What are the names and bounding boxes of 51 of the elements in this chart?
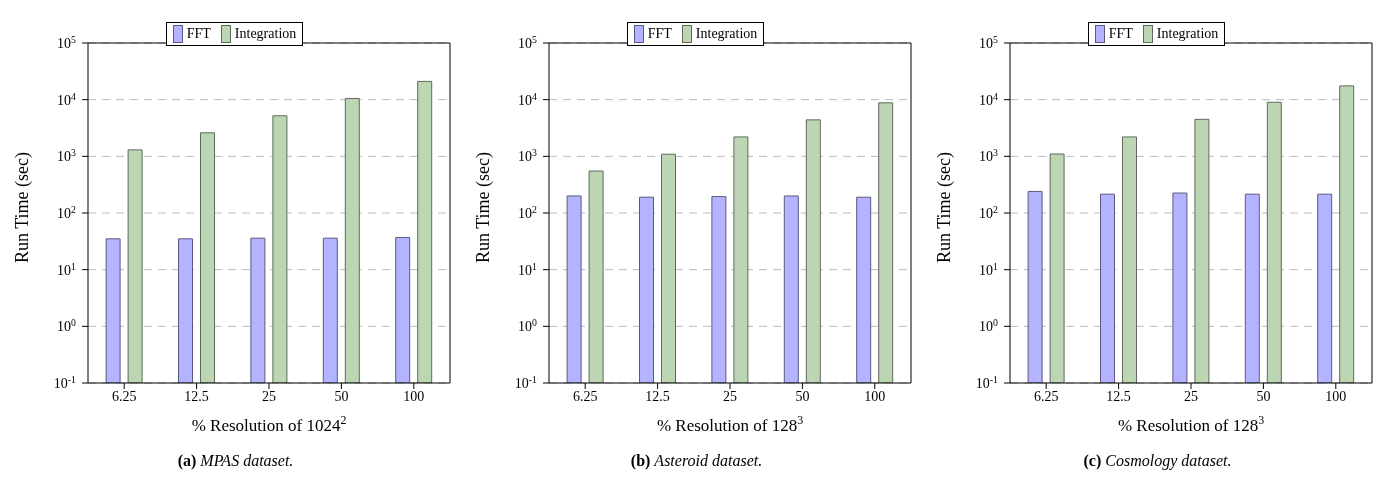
legend-label: FFT	[1108, 26, 1133, 42]
x-tick-label: 12.5	[1106, 388, 1131, 404]
y-tick-label: 10$^{-1}$	[53, 373, 77, 391]
y-axis-title: Run Time (sec)	[934, 151, 956, 263]
y-tick-label: 10$^{2}$	[518, 203, 538, 221]
y-tick-label: 10$^{3}$	[518, 146, 538, 165]
y-tick-label: 10$^{-1}$	[975, 373, 999, 391]
y-tick-label: 10$^{1}$	[57, 260, 77, 278]
x-tick-label: 50	[334, 388, 349, 404]
legend-label: Integration	[234, 26, 297, 42]
y-tick-label: 10$^{2}$	[979, 203, 999, 221]
x-axis-title: % Resolution of 128$^{3}$	[656, 413, 804, 435]
text: (a) MPAS dataset.	[177, 452, 294, 469]
x-tick-label: 12.5	[184, 388, 209, 404]
legend-label: FFT	[186, 26, 211, 42]
x-tick-label: 100	[403, 388, 425, 404]
y-tick-label: 10$^{4}$	[979, 90, 999, 108]
legend-label: Integration	[1156, 26, 1219, 42]
y-tick-label: 10$^{5}$	[518, 33, 538, 51]
x-tick-label: 25	[262, 388, 276, 404]
y-tick-label: 10$^{0}$	[979, 316, 999, 335]
x-tick-label: 50	[1256, 388, 1271, 404]
x-axis-title: % Resolution of 128$^{3}$	[1117, 413, 1265, 435]
y-tick-label: 10$^{1}$	[518, 260, 538, 278]
y-tick-label: 10$^{3}$	[57, 146, 77, 165]
legend-label: FFT	[647, 26, 672, 42]
y-tick-label: 10$^{1}$	[979, 260, 999, 278]
y-tick-label: 10$^{4}$	[518, 90, 538, 108]
text: (b) Asteroid dataset.	[630, 452, 763, 469]
y-tick-label: 10$^{0}$	[518, 316, 538, 335]
y-tick-label: 10$^{0}$	[57, 316, 77, 335]
y-tick-label: 10$^{-1}$	[514, 373, 538, 391]
y-tick-label: 10$^{5}$	[57, 33, 77, 51]
x-tick-label: 100	[864, 388, 886, 404]
text: (c) Cosmology dataset.	[1083, 452, 1232, 469]
x-tick-label: 50	[795, 388, 810, 404]
y-tick-label: 10$^{4}$	[57, 90, 77, 108]
y-tick-label: 10$^{3}$	[979, 146, 999, 165]
x-tick-label: 25	[723, 388, 737, 404]
y-tick-label: 10$^{5}$	[979, 33, 999, 51]
x-axis-title: % Resolution of 1024$^{2}$	[191, 413, 347, 435]
y-tick-label: 10$^{2}$	[57, 203, 77, 221]
x-tick-label: 100	[1325, 388, 1347, 404]
y-axis-title: Run Time (sec)	[473, 151, 495, 263]
x-tick-label: 6.25	[111, 388, 137, 404]
y-axis-title: Run Time (sec)	[12, 151, 34, 263]
x-tick-label: 6.25	[1033, 388, 1059, 404]
x-tick-label: 6.25	[572, 388, 598, 404]
legend-label: Integration	[695, 26, 758, 42]
x-tick-label: 25	[1184, 388, 1198, 404]
x-tick-label: 12.5	[645, 388, 670, 404]
